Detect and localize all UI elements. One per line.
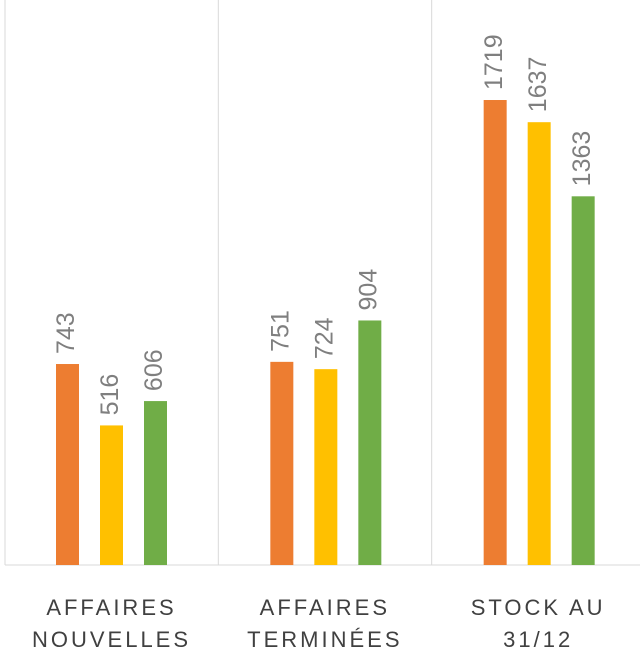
- value-label: 1363: [568, 131, 596, 187]
- bar: [314, 369, 338, 565]
- value-label: 516: [96, 374, 124, 416]
- value-label: 751: [266, 310, 294, 352]
- bar: [144, 401, 167, 565]
- x-tick-label: AFFAIRES NOUVELLES: [31, 595, 192, 652]
- bar: [358, 320, 382, 565]
- bar: [56, 364, 79, 565]
- value-label: 1637: [524, 57, 552, 113]
- value-label: 724: [310, 317, 338, 359]
- value-label: 606: [140, 349, 168, 391]
- x-tick-label: STOCK AU 31/12: [470, 595, 606, 652]
- bar: [100, 425, 123, 565]
- x-tick-label: AFFAIRES TERMINÉES: [247, 595, 403, 652]
- value-label: 1719: [480, 34, 508, 90]
- bar: [527, 122, 551, 565]
- bar: [483, 100, 507, 565]
- value-label: 743: [52, 312, 80, 354]
- bar: [270, 361, 294, 565]
- value-label: 904: [354, 269, 382, 311]
- bar: [571, 196, 595, 565]
